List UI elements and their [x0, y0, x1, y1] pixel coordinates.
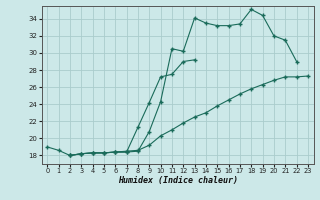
X-axis label: Humidex (Indice chaleur): Humidex (Indice chaleur) [118, 176, 237, 185]
